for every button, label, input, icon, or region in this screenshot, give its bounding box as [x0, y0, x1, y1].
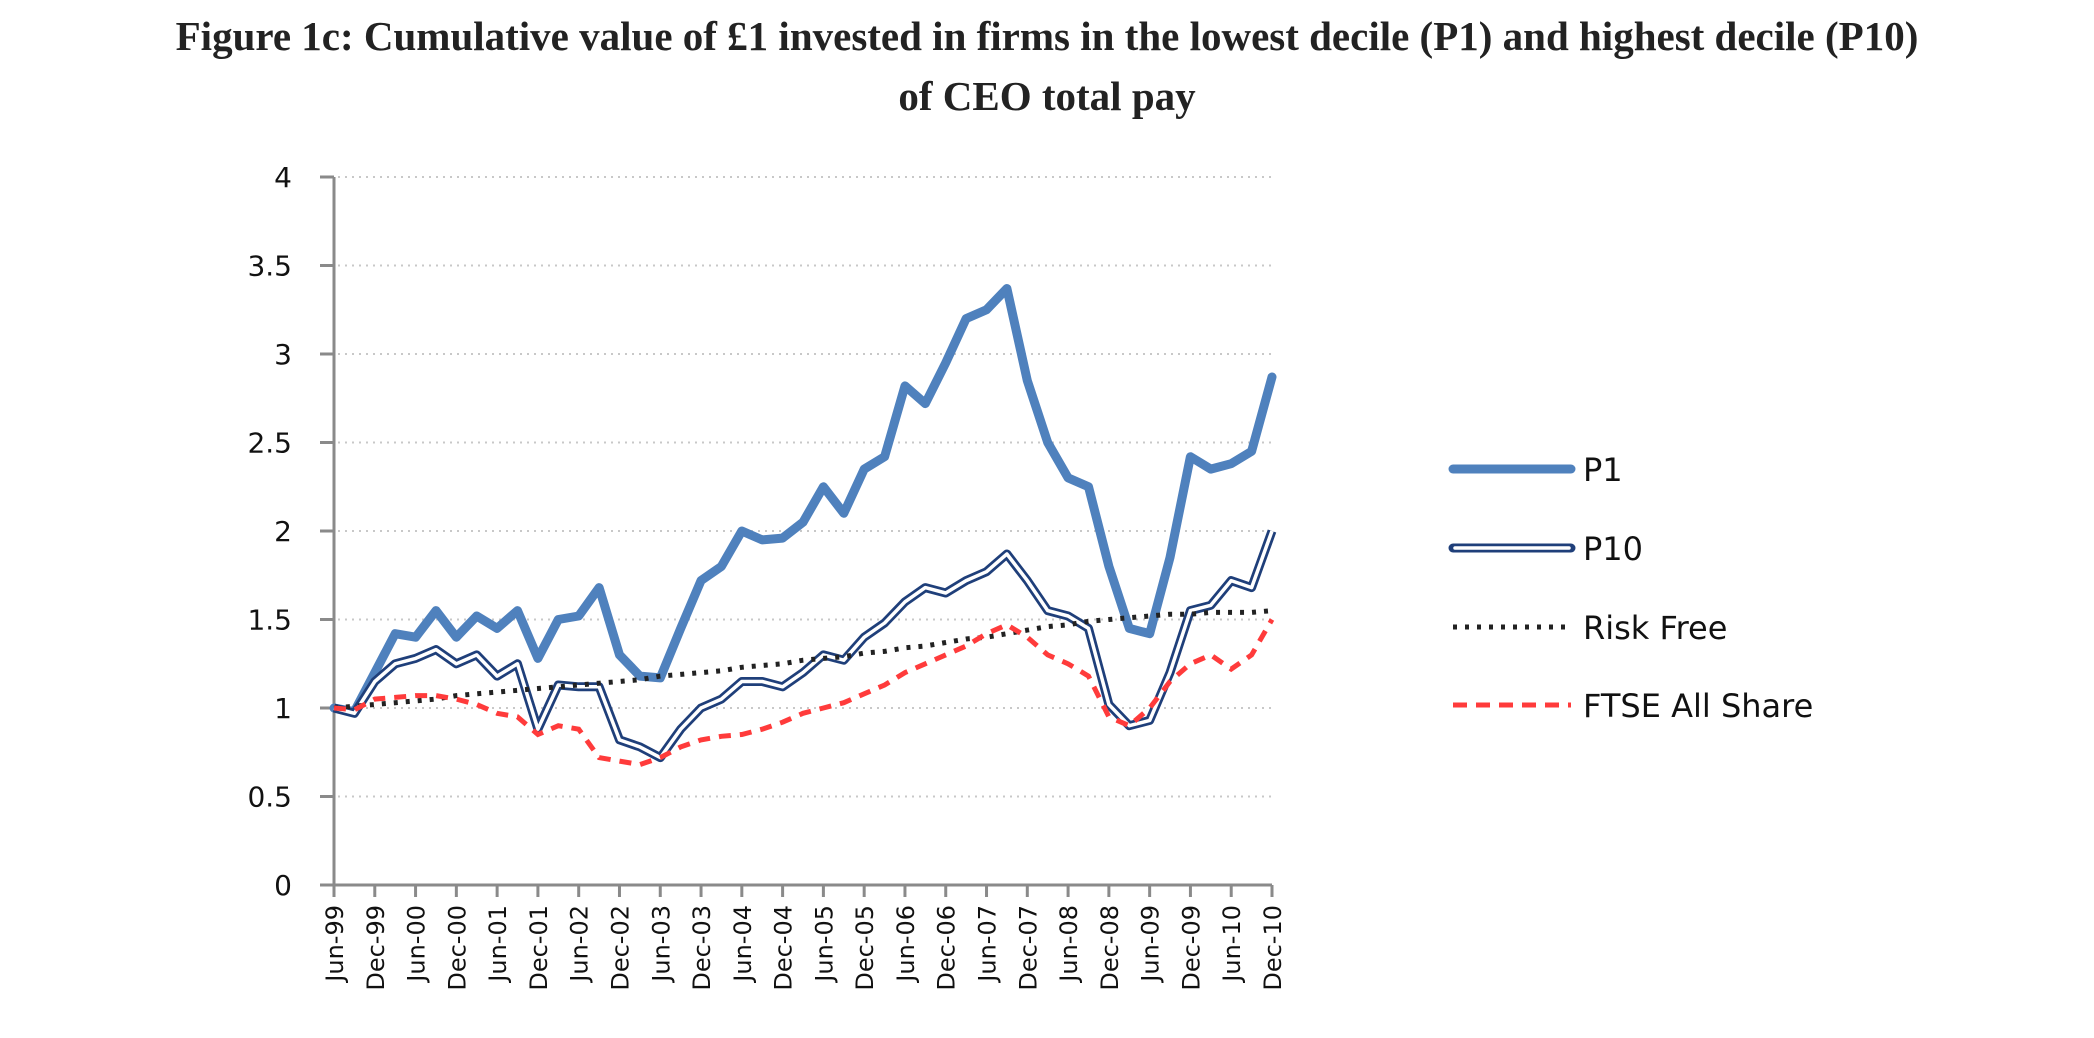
series-p10-line-inner: [333, 530, 1274, 760]
x-tick-label: Dec-01: [525, 905, 553, 991]
axes: [320, 177, 1272, 897]
y-tick-label: 2: [274, 515, 292, 548]
x-tick-label: Jun-02: [566, 905, 594, 984]
legend-item-p10: P10: [1448, 530, 1643, 568]
x-tick-label: Jun-05: [810, 905, 838, 984]
y-tick-label: 0: [274, 869, 292, 902]
legend-item-p1: P1: [1448, 451, 1623, 489]
x-tick-label: Dec-99: [362, 905, 390, 991]
y-tick-label: 1.5: [247, 604, 292, 637]
y-tick-label: 0.5: [247, 781, 292, 814]
legend-label: Risk Free: [1583, 609, 1727, 647]
legend-label: P10: [1583, 530, 1643, 568]
x-tick-label: Jun-07: [974, 905, 1002, 984]
x-tick-label: Jun-06: [892, 905, 920, 984]
figure-title-line1: Figure 1c: Cumulative value of £1 invest…: [175, 13, 1919, 59]
series-risk-free-line: [333, 608, 1273, 711]
series-ftse-all-share-line: [333, 618, 1275, 768]
legend-item-ftse-all-share: FTSE All Share: [1453, 687, 1813, 725]
x-tick-label: Dec-06: [933, 905, 961, 991]
x-tick-label: Dec-05: [851, 905, 879, 991]
x-tick-label: Jun-04: [729, 905, 757, 984]
x-tick-label: Jun-08: [1055, 905, 1083, 984]
series-lines: [329, 284, 1277, 768]
y-tick-label: 1: [274, 692, 292, 725]
x-tick-label: Jun-03: [647, 905, 675, 984]
x-tick-label: Dec-04: [770, 905, 798, 991]
series-p10-line: [332, 529, 1277, 763]
x-tick-label: Dec-02: [606, 905, 634, 991]
x-tick-label: Dec-00: [443, 905, 471, 991]
x-tick-label: Jun-99: [321, 905, 349, 984]
legend-label: FTSE All Share: [1583, 687, 1813, 725]
x-tick-label: Dec-09: [1177, 905, 1205, 991]
y-tick-label: 4: [274, 161, 292, 194]
figure-title-line2: of CEO total pay: [898, 73, 1196, 119]
gridlines: [338, 176, 1272, 798]
x-tick-label: Dec-03: [688, 905, 716, 991]
series-p1-line: [329, 284, 1277, 716]
x-tick-label: Dec-08: [1096, 905, 1124, 991]
legend: P1 P10 Risk Free FTSE All Share: [1448, 451, 1813, 725]
x-tick-label: Dec-07: [1014, 905, 1042, 991]
x-tick-label: Jun-09: [1137, 905, 1165, 984]
y-tick-label: 3: [274, 338, 292, 371]
x-tick-label: Dec-10: [1259, 905, 1287, 991]
x-tick-label: Jun-01: [484, 905, 512, 984]
x-tick-label: Jun-10: [1218, 905, 1246, 984]
y-axis-ticks: 0 0.5 1 1.5 2 2.5 3 3.5 4: [247, 161, 334, 902]
y-tick-label: 3.5: [247, 250, 292, 283]
legend-item-risk-free: Risk Free: [1453, 609, 1727, 647]
y-tick-label: 2.5: [247, 427, 292, 460]
figure-title: Figure 1c: Cumulative value of £1 invest…: [0, 6, 2094, 126]
x-axis-ticks: Jun-99 Dec-99 Jun-00 Dec-00 Jun-01 Dec-01 Jun-…: [321, 885, 1287, 991]
x-tick-label: Jun-00: [403, 905, 431, 984]
legend-label: P1: [1583, 451, 1623, 489]
